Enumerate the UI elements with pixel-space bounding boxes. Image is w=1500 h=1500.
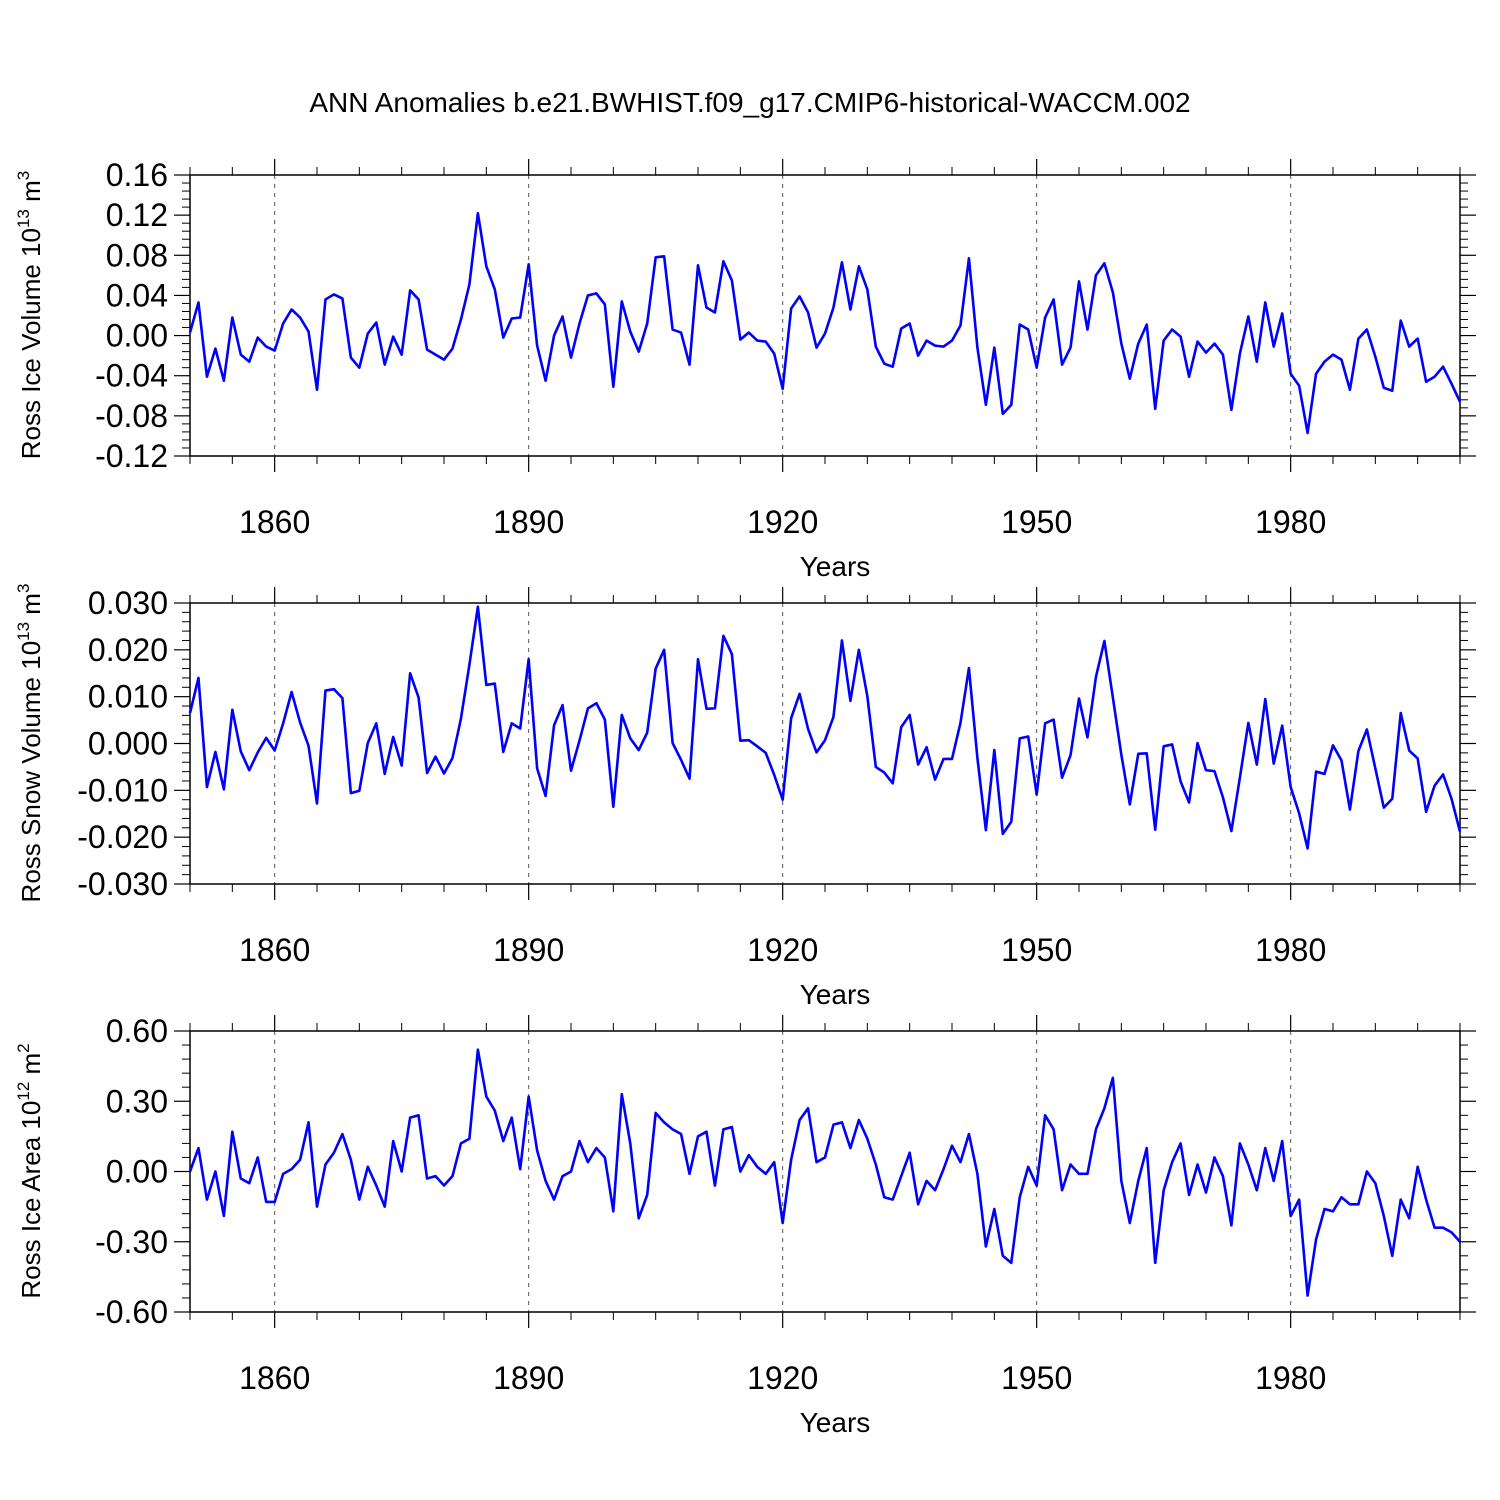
y-tick-label: -0.08 xyxy=(95,398,168,434)
y-tick-label: 0.00 xyxy=(106,1154,168,1190)
panel-ross-ice-volume: 1860 1890 1920 1950 1980 -0.12 -0.08 -0.04 0.00 0… xyxy=(14,157,1476,582)
y-axis-title: Ross Ice Volume 1013 m3 xyxy=(14,171,46,460)
y-tick-label: -0.010 xyxy=(77,772,168,808)
series-line xyxy=(188,1048,1461,1297)
series-line xyxy=(188,605,1462,850)
y-tick-label: 0.16 xyxy=(106,157,168,193)
x-tick-label: 1950 xyxy=(1001,504,1072,540)
x-tick-label: 1860 xyxy=(239,1360,310,1396)
y-tick-label: 0.000 xyxy=(88,726,168,762)
x-tick-label: 1980 xyxy=(1255,1360,1326,1396)
x-tick-label: 1890 xyxy=(493,1360,564,1396)
figure-title: ANN Anomalies b.e21.BWHIST.f09_g17.CMIP6… xyxy=(309,87,1190,118)
y-tick-label: 0.30 xyxy=(106,1083,168,1119)
panel-ross-snow-volume: 1860 1890 1920 1950 1980 -0.030 -0.020 -0.010 0.… xyxy=(14,584,1476,1010)
y-tick-label: 0.010 xyxy=(88,679,168,715)
x-tick-label: 1890 xyxy=(493,932,564,968)
x-tick-label: 1980 xyxy=(1255,504,1326,540)
x-tick-label: 1860 xyxy=(239,932,310,968)
x-tick-label: 1890 xyxy=(493,504,564,540)
y-axis-title: Ross Snow Volume 1013 m3 xyxy=(14,584,46,903)
x-tick-label: 1920 xyxy=(747,1360,818,1396)
y-tick-label: 0.12 xyxy=(106,197,168,233)
y-tick-label: -0.030 xyxy=(77,866,168,902)
x-axis-title: Years xyxy=(800,979,871,1010)
plot-frame xyxy=(189,174,1461,457)
y-tick-label: 0.030 xyxy=(88,585,168,621)
y-tick-label: 0.020 xyxy=(88,632,168,668)
plot-frame xyxy=(189,1030,1461,1313)
y-tick-label: 0.00 xyxy=(106,318,168,354)
y-axis-title: Ross Ice Area 1012 m2 xyxy=(14,1043,46,1298)
panel-ross-ice-area: 1860 1890 1920 1950 1980 -0.60 -0.30 0.00 0.30 0.… xyxy=(14,1013,1476,1438)
x-tick-label: 1920 xyxy=(747,504,818,540)
y-tick-label: 0.04 xyxy=(106,277,168,313)
y-tick-label: -0.12 xyxy=(95,438,168,474)
x-axis-title: Years xyxy=(800,1407,871,1438)
y-tick-label: -0.60 xyxy=(95,1294,168,1330)
x-tick-label: 1860 xyxy=(239,504,310,540)
x-tick-label: 1920 xyxy=(747,932,818,968)
x-tick-label: 1980 xyxy=(1255,932,1326,968)
y-tick-label: 0.60 xyxy=(106,1013,168,1049)
y-tick-label: -0.020 xyxy=(77,819,168,855)
series-line xyxy=(188,211,1462,435)
y-tick-label: -0.30 xyxy=(95,1224,168,1260)
y-tick-label: 0.08 xyxy=(106,237,168,273)
y-tick-label: -0.04 xyxy=(95,358,168,394)
x-tick-label: 1950 xyxy=(1001,1360,1072,1396)
x-tick-label: 1950 xyxy=(1001,932,1072,968)
x-axis-title: Years xyxy=(800,551,871,582)
